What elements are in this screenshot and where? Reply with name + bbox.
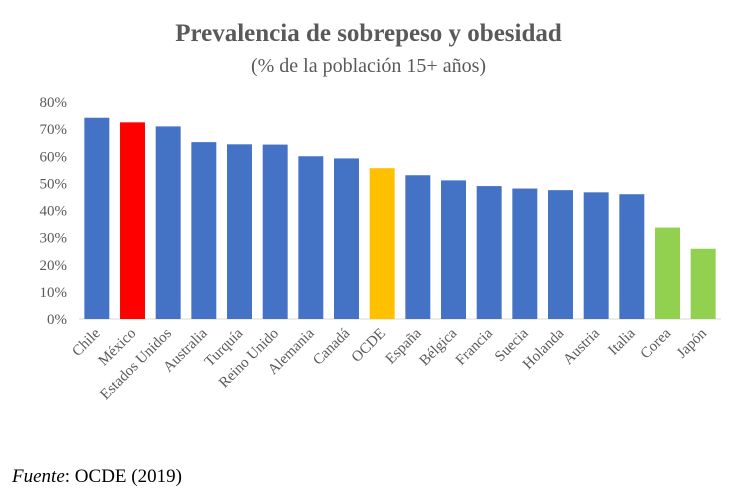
bar-españa (405, 175, 431, 319)
y-tick-label: 50% (40, 176, 68, 192)
chart-subtitle: (% de la población 15+ años) (250, 55, 487, 77)
y-tick-label: 10% (40, 285, 68, 301)
source-text: : OCDE (2019) (64, 466, 182, 487)
bar-bélgica (441, 180, 466, 319)
bar-méxico (120, 122, 145, 319)
x-tick-label: OCDE (349, 326, 389, 366)
y-tick-label: 30% (40, 231, 68, 247)
bar-canadá (334, 158, 359, 319)
bar-suecia (512, 188, 538, 319)
bar-italia (619, 194, 645, 319)
bar-estados-unidos (155, 126, 181, 319)
y-tick-label: 70% (40, 122, 68, 138)
source-note: Fuente: OCDE (2019) (12, 466, 182, 488)
y-tick-label: 80% (40, 95, 68, 111)
y-tick-label: 40% (40, 204, 68, 220)
x-tick-label: Bélgica (417, 325, 461, 369)
bar-holanda (548, 190, 573, 319)
x-tick-label: Corea (638, 325, 675, 362)
source-label: Fuente (12, 466, 65, 487)
bar-japón (690, 248, 716, 319)
bar-australia (191, 142, 217, 319)
x-tick-label: Francia (453, 325, 496, 368)
x-tick-label: Canadá (310, 325, 353, 368)
bar-corea (655, 227, 680, 319)
bar-chile (84, 117, 110, 319)
bar-francia (476, 186, 502, 319)
y-tick-label: 20% (40, 258, 68, 274)
bar-austria (583, 192, 609, 319)
bar-ocde (369, 168, 395, 319)
x-tick-label: Austria (560, 325, 603, 368)
chart-title: Prevalencia de sobrepeso y obesidad (175, 20, 562, 47)
y-tick-label: 60% (40, 149, 68, 165)
bar-reino-unido (262, 144, 288, 319)
x-tick-label: Japón (674, 325, 710, 361)
y-tick-label: 0% (47, 312, 67, 328)
x-tick-label: Italia (606, 325, 639, 358)
bar-turquía (227, 144, 252, 319)
bar-alemania (298, 156, 324, 319)
